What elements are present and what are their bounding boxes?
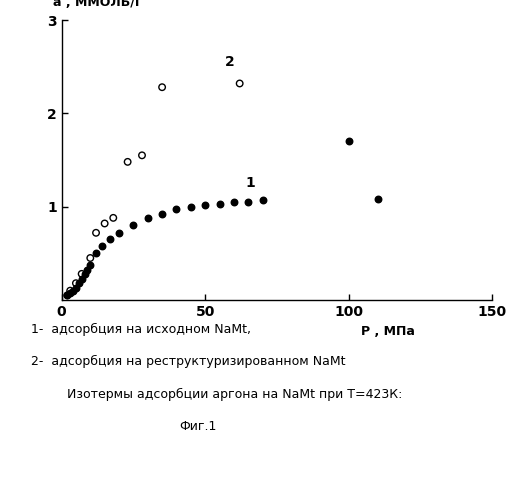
Point (86, 254, 94, 262)
Text: Р , МПа: Р , МПа (361, 325, 415, 338)
Point (215, 200, 224, 208)
Point (201, 201, 209, 209)
Point (158, 83, 166, 91)
Point (81, 270, 89, 278)
Point (92, 229, 100, 237)
Point (172, 206, 181, 214)
Text: 2: 2 (225, 54, 235, 68)
Text: Изотермы адсорбции аргона на NaMt при T=423К:: Изотермы адсорбции аргона на NaMt при T=… (67, 388, 402, 400)
Point (66, 286, 74, 294)
Point (77, 276, 86, 283)
Point (66, 288, 74, 296)
Point (92, 250, 100, 258)
Text: Фиг.1: Фиг.1 (180, 420, 217, 433)
Point (63, 292, 71, 300)
Point (144, 214, 152, 222)
Point (373, 195, 382, 203)
Point (77, 270, 86, 278)
Text: 1-  адсорбция на исходном NaMt,: 1- адсорбция на исходном NaMt, (31, 322, 251, 336)
Point (115, 229, 123, 237)
Point (72, 279, 80, 287)
Point (86, 260, 94, 268)
Point (97, 242, 106, 250)
Point (72, 284, 80, 292)
Point (109, 214, 117, 222)
Point (106, 236, 114, 244)
Point (138, 152, 146, 160)
Point (63, 292, 71, 300)
Text: a , ММОЛЬ/Г: a , ММОЛЬ/Г (53, 0, 143, 9)
Point (158, 210, 166, 218)
Point (124, 158, 132, 166)
Point (230, 198, 238, 206)
Point (75, 279, 83, 287)
Text: 1: 1 (245, 176, 255, 190)
Point (101, 220, 109, 228)
Point (244, 198, 252, 206)
Point (235, 80, 244, 88)
Text: 2-  адсорбция на реструктуризированном NaMt: 2- адсорбция на реструктуризированном Na… (31, 355, 345, 368)
Point (187, 202, 195, 210)
Point (83, 266, 91, 274)
Point (345, 138, 353, 145)
Point (69, 286, 77, 294)
Point (129, 222, 137, 230)
Point (259, 196, 267, 204)
